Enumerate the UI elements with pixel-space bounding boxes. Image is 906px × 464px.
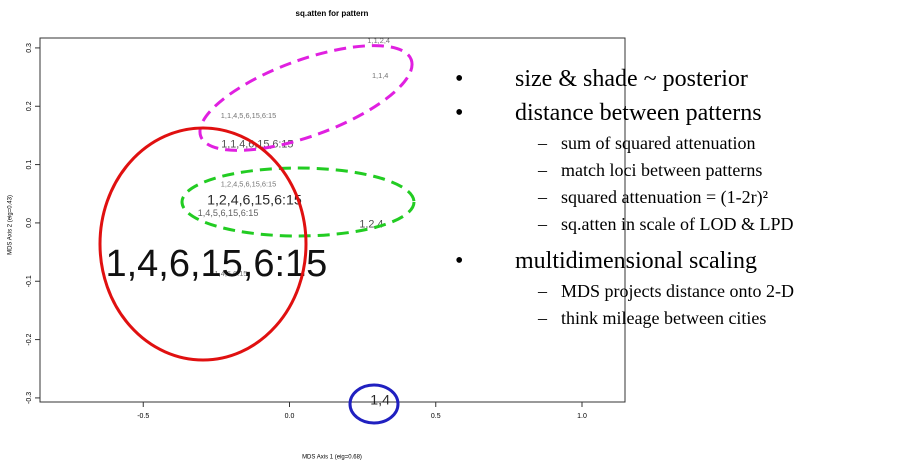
bullet-list: size & shade ~ posteriordistance between… (455, 62, 905, 332)
bullet: size & shade ~ posterior (455, 62, 905, 96)
bullet: multidimensional scaling (455, 244, 905, 278)
y-tick-label: -0.3 (26, 392, 33, 404)
y-tick-label: 0.2 (26, 101, 33, 111)
y-tick-label: 0.0 (26, 218, 33, 228)
point-label: 1,1,4,5,6,15,6:15 (221, 111, 276, 120)
x-tick-label: 1.0 (577, 413, 587, 420)
y-tick-label: 0.1 (26, 160, 33, 170)
point-label: 1,4,6,6:15 (215, 269, 248, 278)
sub-bullet: think mileage between cities (455, 305, 905, 332)
sub-bullet: MDS projects distance onto 2-D (455, 278, 905, 305)
y-axis-label: MDS Axis 2 (eig=0.43) (8, 195, 14, 255)
point-label: 1,2,4,5,6,15,6:15 (221, 179, 276, 188)
x-tick-label: -0.5 (137, 413, 149, 420)
sub-bullet: sum of squared attenuation (455, 130, 905, 157)
point-label: 1,2,4,6,15,6:15 (207, 193, 302, 209)
cluster-ellipse (198, 44, 414, 152)
sub-bullet: squared attenuation = (1-2r)² (455, 184, 905, 211)
sub-bullet: match loci between patterns (455, 157, 905, 184)
chart-title: sq.atten for pattern (296, 9, 369, 18)
x-axis-label: MDS Axis 1 (eig=0.68) (302, 455, 362, 461)
cluster-ellipse (180, 166, 416, 238)
point-label: 1,4,6,15,6:15 (105, 243, 327, 285)
sub-bullet: sq.atten in scale of LOD & LPD (455, 211, 905, 238)
cluster-circle (348, 383, 400, 425)
cluster-circle (98, 126, 308, 362)
y-tick-label: -0.2 (26, 333, 33, 345)
point-label: 1,1,4 (372, 71, 388, 80)
bullet: distance between patterns (455, 96, 905, 130)
y-tick-label: 0.3 (26, 43, 33, 53)
point-label: 1,4 (370, 393, 390, 409)
x-tick-label: 0.0 (285, 413, 295, 420)
x-tick-label: 0.5 (431, 413, 441, 420)
point-label: 1,1,2,4 (367, 36, 390, 45)
y-tick-label: -0.1 (26, 275, 33, 287)
point-label: 1,4,5,6,15,6:15 (198, 208, 259, 218)
